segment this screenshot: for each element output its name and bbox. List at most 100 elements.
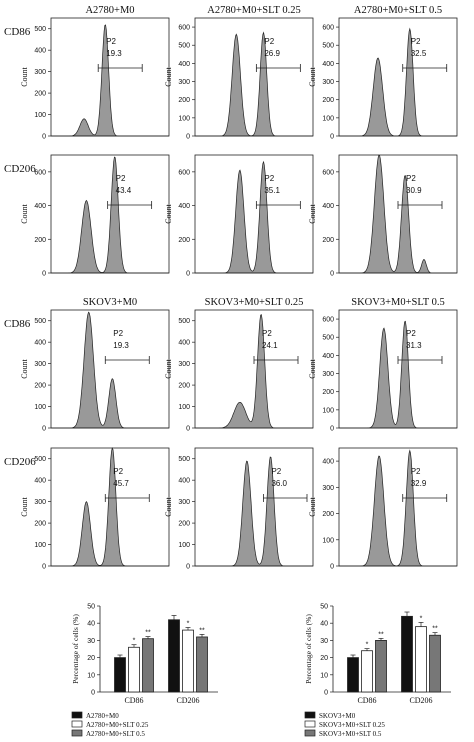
histogram-area: [339, 27, 457, 137]
plot-frame: [194, 447, 314, 567]
y-tick-label: 400: [34, 340, 46, 347]
y-tick-label: 0: [330, 271, 334, 278]
bar: [415, 626, 427, 693]
histogram-panel: 0 100 200 300 400 Count P2 32.9: [308, 447, 458, 571]
y-tick-label: 400: [34, 203, 46, 210]
y-tick-label: 400: [34, 48, 46, 55]
y-axis-label: Count: [164, 496, 173, 516]
y-tick-label: 400: [178, 203, 190, 210]
gate-label: P2: [106, 37, 116, 46]
gate-value: 36.0: [271, 479, 287, 488]
histogram-area: [51, 447, 169, 567]
gate-value: 26.9: [264, 49, 280, 58]
y-tick-label: 0: [186, 564, 190, 571]
gate-value: 45.7: [113, 479, 129, 488]
gate-label: P2: [264, 37, 274, 46]
bar: [114, 657, 126, 693]
y-tick-label: 500: [322, 335, 334, 342]
panel-title: SKOV3+M0: [83, 297, 137, 308]
y-tick-label: 100: [34, 112, 46, 119]
y-tick-label: 100: [322, 115, 334, 122]
y-tick-label: 200: [322, 97, 334, 104]
y-tick-label: 600: [322, 169, 334, 176]
y-tick-label: 0: [330, 564, 334, 571]
histogram-panel: SKOV3+M0 CD86 0 100 200 300 400 500 Count P2 19.3: [4, 297, 170, 433]
gate-label: P2: [264, 174, 274, 183]
y-tick-label: 200: [34, 91, 46, 98]
histogram-area: [195, 314, 313, 429]
y-tick-label: 0: [91, 690, 95, 697]
y-tick-label: 0: [42, 271, 46, 278]
row-label: CD86: [4, 318, 31, 330]
significance-mark: **: [378, 631, 384, 638]
bar: [429, 634, 441, 693]
y-tick-label: 400: [34, 478, 46, 485]
legend-swatch: [304, 711, 316, 719]
bar: [347, 657, 359, 693]
y-tick-label: 200: [34, 383, 46, 390]
plot-frame: [194, 17, 314, 137]
y-tick-label: 500: [178, 43, 190, 50]
y-tick-label: 0: [330, 134, 334, 141]
legend-swatch: [71, 729, 83, 737]
y-tick-label: 500: [34, 318, 46, 325]
bar: [375, 640, 387, 693]
y-tick-label: 20: [87, 655, 95, 662]
y-tick-label: 200: [322, 389, 334, 396]
y-tick-label: 400: [178, 61, 190, 68]
y-tick-label: 400: [322, 353, 334, 360]
row-label: CD86: [4, 26, 31, 38]
histogram-panel: SKOV3+M0+SLT 0.25 0 100 200 300 400 500 Count P2…: [164, 297, 314, 433]
gate-value: 30.9: [406, 186, 422, 195]
y-tick-label: 30: [320, 638, 328, 645]
y-tick-label: 200: [322, 511, 334, 518]
y-tick-label: 50: [320, 604, 328, 611]
legend-label: SKOV3+M0+SLT 0.25: [319, 721, 385, 729]
y-axis-label: Count: [164, 358, 173, 378]
y-tick-label: 0: [324, 690, 328, 697]
plot-frame: [338, 309, 458, 429]
y-tick-label: 30: [87, 638, 95, 645]
y-tick-label: 200: [34, 237, 46, 244]
gate-label: P2: [406, 174, 416, 183]
gate-value: 43.4: [116, 186, 132, 195]
y-axis-label: Count: [20, 358, 29, 378]
y-axis-label: Count: [308, 66, 317, 86]
significance-mark: *: [187, 621, 190, 628]
y-tick-label: 200: [34, 521, 46, 528]
y-tick-label: 0: [186, 134, 190, 141]
y-axis-label: Count: [308, 496, 317, 516]
y-axis-label: Count: [20, 66, 29, 86]
y-tick-label: 200: [178, 383, 190, 390]
y-tick-label: 100: [34, 542, 46, 549]
gate-value: 32.5: [411, 49, 427, 58]
significance-mark: *: [366, 642, 369, 649]
y-tick-label: 200: [178, 97, 190, 104]
y-axis-label: Count: [20, 203, 29, 223]
legend-swatch: [304, 729, 316, 737]
panel-title: A2780+M0+SLT 0.25: [207, 5, 301, 16]
panel-title: SKOV3+M0+SLT 0.5: [351, 297, 445, 308]
y-tick-label: 10: [320, 672, 328, 679]
y-tick-label: 400: [322, 203, 334, 210]
y-axis-label: Count: [20, 496, 29, 516]
row-label: CD206: [4, 163, 36, 175]
y-tick-label: 200: [178, 237, 190, 244]
y-tick-label: 20: [320, 655, 328, 662]
y-tick-label: 100: [34, 404, 46, 411]
histogram-area: [51, 311, 169, 429]
y-tick-label: 40: [87, 621, 95, 628]
y-tick-label: 300: [322, 371, 334, 378]
histogram-panel: 0 200 400 600 Count P2 35.1: [164, 154, 314, 278]
y-tick-label: 600: [178, 25, 190, 32]
y-tick-label: 0: [186, 271, 190, 278]
bar: [361, 650, 373, 693]
x-tick-label: CD86: [124, 696, 143, 705]
histogram-panel: 0 100 200 300 400 500 Count P2 36.0: [164, 447, 314, 571]
y-tick-label: 100: [178, 542, 190, 549]
legend-label: A2780+M0: [86, 712, 119, 720]
histogram-panel: A2780+M0+SLT 0.25 0 100 200 300 400 500 600 Coun…: [164, 5, 314, 141]
y-tick-label: 100: [178, 115, 190, 122]
plot-frame: [194, 309, 314, 429]
